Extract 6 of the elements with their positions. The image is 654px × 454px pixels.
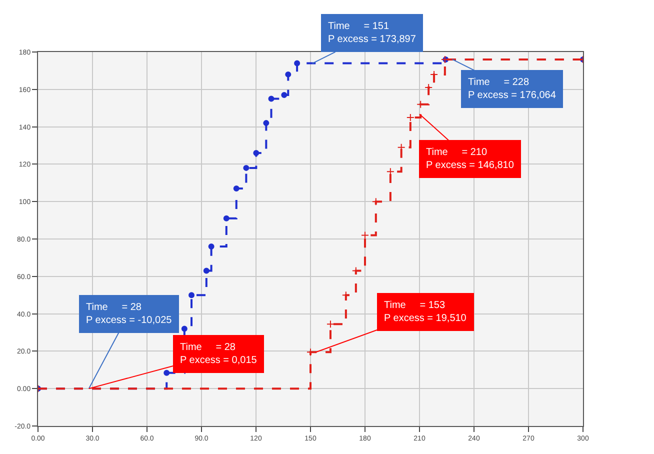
annotation: Time = 151 P excess = 173,897 (328, 21, 416, 45)
annotation: Time = 28 P excess = 0,015 (180, 342, 258, 366)
annotation: Time = 228 P excess = 176,064 (468, 77, 556, 101)
annotation: Time = 210 P excess = 146,810 (426, 147, 514, 171)
annotation: Time = 153 P excess = 19,510 (384, 300, 467, 324)
annotation: Time = 28 P excess = -10,025 (86, 302, 172, 326)
